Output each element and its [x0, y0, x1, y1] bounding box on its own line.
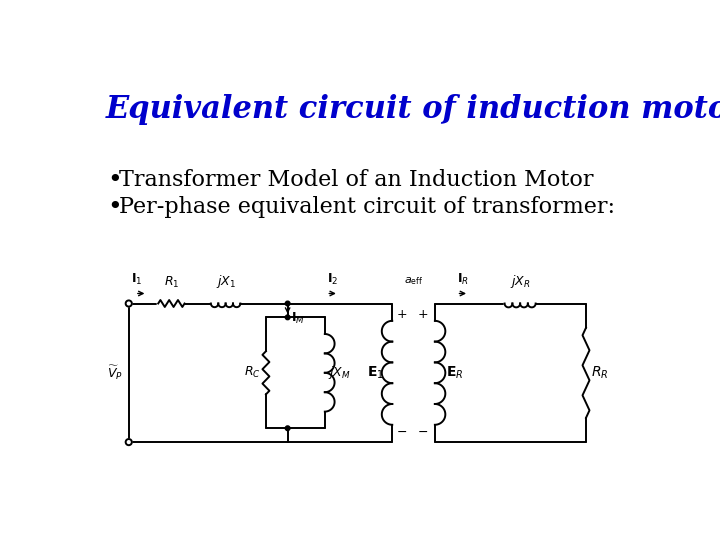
Text: $R_1$: $R_1$	[163, 274, 179, 289]
Text: Per-phase equivalent circuit of transformer:: Per-phase equivalent circuit of transfor…	[120, 196, 616, 218]
Text: $jX_1$: $jX_1$	[215, 273, 235, 289]
Text: +: +	[418, 308, 428, 321]
Text: $\mathbf{I}_1$: $\mathbf{I}_1$	[131, 272, 143, 287]
Text: $jX_M$: $jX_M$	[328, 364, 351, 381]
Text: •: •	[107, 168, 122, 192]
Text: $\mathbf{E}_1$: $\mathbf{E}_1$	[366, 364, 384, 381]
Circle shape	[126, 439, 132, 445]
Text: $R_C$: $R_C$	[244, 365, 261, 380]
Text: −: −	[397, 427, 408, 440]
Text: Equivalent circuit of induction motor: Equivalent circuit of induction motor	[106, 94, 720, 125]
Circle shape	[285, 315, 290, 320]
Circle shape	[126, 300, 132, 307]
Text: $\mathbf{I}_2$: $\mathbf{I}_2$	[327, 272, 338, 287]
Circle shape	[285, 426, 290, 430]
Text: $jX_R$: $jX_R$	[510, 273, 531, 289]
Text: $\widetilde{V}_P$: $\widetilde{V}_P$	[107, 364, 122, 382]
Text: $R_R$: $R_R$	[591, 364, 609, 381]
Text: $\mathbf{E}_R$: $\mathbf{E}_R$	[446, 364, 463, 381]
Circle shape	[285, 301, 290, 306]
Text: Transformer Model of an Induction Motor: Transformer Model of an Induction Motor	[120, 170, 594, 191]
Text: +: +	[397, 308, 408, 321]
Text: $\mathbf{I}_R$: $\mathbf{I}_R$	[456, 272, 469, 287]
Text: −: −	[418, 427, 428, 440]
Text: •: •	[107, 195, 122, 219]
Text: $\mathbf{I}_M$: $\mathbf{I}_M$	[291, 311, 305, 326]
Text: $a_{\rm eff}$: $a_{\rm eff}$	[404, 275, 423, 287]
